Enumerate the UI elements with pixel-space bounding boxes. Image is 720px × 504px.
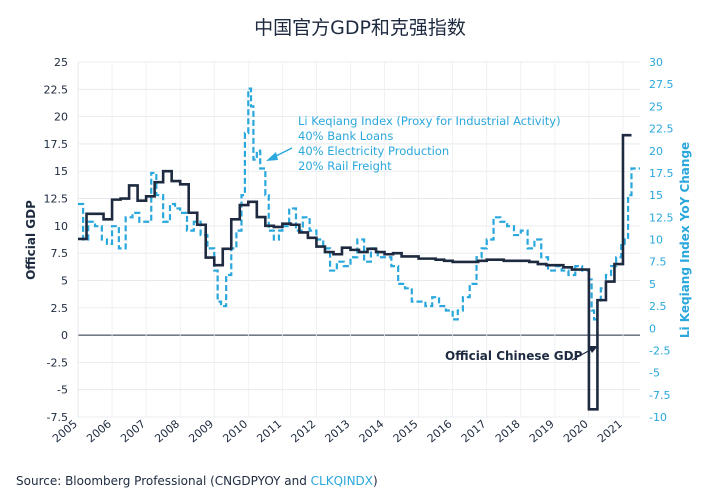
y-right-tick-label: -7.5 bbox=[649, 389, 670, 402]
x-tick-label: 2012 bbox=[289, 417, 319, 445]
x-tick-label: 2020 bbox=[561, 417, 591, 445]
y-axis-left-label: Official GDP bbox=[24, 200, 38, 280]
y-left-tick-label: 17.5 bbox=[44, 138, 69, 151]
y-right-tick-label: 20 bbox=[649, 145, 663, 158]
y-right-tick-label: 27.5 bbox=[649, 78, 674, 91]
y-right-tick-label: 15 bbox=[649, 189, 663, 202]
y-right-tick-label: 10 bbox=[649, 234, 663, 247]
gdp-ann-label: Official Chinese GDP bbox=[445, 349, 583, 363]
x-tick-label: 2019 bbox=[527, 417, 557, 445]
y-left-tick-label: 5 bbox=[61, 274, 68, 287]
li-keqiang-ann-line-3: 40% Electricity Production bbox=[298, 144, 449, 158]
x-tick-label: 2007 bbox=[118, 417, 148, 445]
x-tick-label: 2016 bbox=[425, 417, 455, 445]
y-right-tick-label: 2.5 bbox=[649, 300, 667, 313]
y-right-tick-label: 5 bbox=[649, 278, 656, 291]
y-right-tick-label: -5 bbox=[649, 367, 660, 380]
x-tick-label: 2006 bbox=[84, 417, 114, 445]
x-tick-label: 2018 bbox=[493, 417, 523, 445]
x-tick-label: 2013 bbox=[323, 417, 353, 445]
y-left-tick-label: 15 bbox=[54, 165, 68, 178]
y-axis-right-ticks: 30 27.5 25 22.5 20 17.5 15 12.5 10 7.5 5 2.5 0 -2.5 -5… bbox=[649, 56, 674, 424]
y-left-tick-label: 10 bbox=[54, 220, 68, 233]
li-keqiang-ann-line-2: 40% Bank Loans bbox=[298, 129, 393, 143]
y-right-tick-label: 30 bbox=[649, 56, 663, 69]
source-highlight: CLKQINDX bbox=[311, 474, 373, 488]
y-right-tick-label: 22.5 bbox=[649, 123, 674, 136]
y-left-tick-label: -5 bbox=[57, 384, 68, 397]
y-left-tick-label: -2.5 bbox=[47, 356, 68, 369]
y-left-tick-label: 22.5 bbox=[44, 83, 69, 96]
y-left-tick-label: 2.5 bbox=[51, 302, 69, 315]
y-left-tick-label: 12.5 bbox=[44, 193, 69, 206]
y-left-tick-label: 25 bbox=[54, 56, 68, 69]
x-tick-label: 2017 bbox=[459, 417, 489, 445]
x-tick-label: 2010 bbox=[220, 417, 250, 445]
source-suffix: ) bbox=[373, 474, 378, 488]
y-right-tick-label: -2.5 bbox=[649, 344, 670, 357]
y-right-tick-label: 25 bbox=[649, 100, 663, 113]
source-prefix: Source: Bloomberg Professional (CNGDPYOY… bbox=[16, 474, 311, 488]
y-left-tick-label: 7.5 bbox=[51, 247, 69, 260]
chart-title: 中国官方GDP和克强指数 bbox=[254, 17, 466, 39]
source-note: Source: Bloomberg Professional (CNGDPYOY… bbox=[16, 474, 378, 488]
y-right-tick-label: 0 bbox=[649, 322, 656, 335]
series-official-gdp-line bbox=[78, 135, 631, 409]
y-right-tick-label: 12.5 bbox=[649, 211, 674, 224]
x-tick-label: 2008 bbox=[152, 417, 182, 445]
li-keqiang-ann-line-1: Li Keqiang Index (Proxy for Industrial A… bbox=[298, 114, 561, 128]
li-keqiang-ann-arrowhead bbox=[266, 152, 278, 161]
x-tick-label: 2015 bbox=[391, 417, 421, 445]
x-tick-label: 2014 bbox=[357, 417, 387, 445]
y-left-tick-label: 0 bbox=[61, 329, 68, 342]
x-tick-label: 2011 bbox=[254, 417, 284, 445]
y-right-tick-label: 17.5 bbox=[649, 167, 674, 180]
y-right-tick-label: -10 bbox=[649, 411, 667, 424]
y-axis-right-label: Li Keqiang Index YoY Change bbox=[678, 142, 692, 338]
li-keqiang-ann-line-4: 20% Rail Freight bbox=[298, 159, 392, 173]
y-right-tick-label: 7.5 bbox=[649, 256, 667, 269]
y-left-tick-label: 20 bbox=[54, 111, 68, 124]
x-tick-label: 2009 bbox=[186, 417, 216, 445]
x-tick-label: 2021 bbox=[595, 417, 625, 445]
